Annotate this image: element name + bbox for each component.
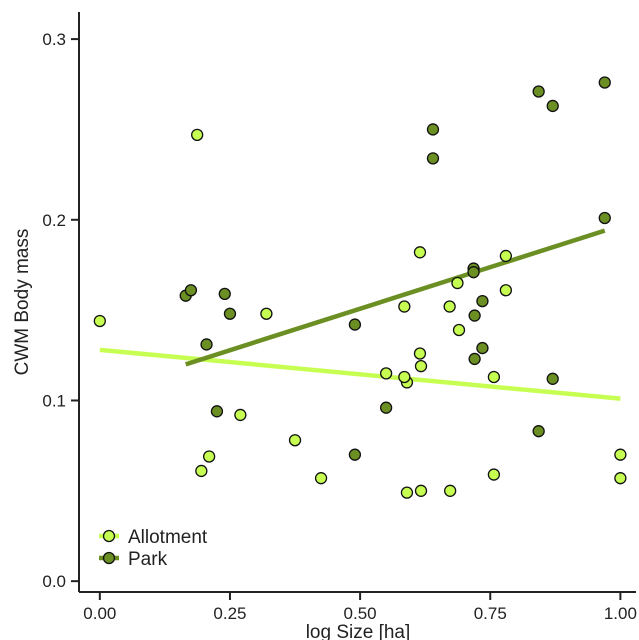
point-allotment xyxy=(191,128,204,142)
point-allotment xyxy=(487,468,501,481)
point-park xyxy=(546,372,559,385)
point-park xyxy=(210,405,224,418)
point-park xyxy=(532,85,545,98)
point-allotment xyxy=(398,300,411,313)
point-allotment xyxy=(398,370,411,384)
point-park xyxy=(184,284,198,297)
point-allotment xyxy=(452,323,466,337)
y-tick-label: 0.2 xyxy=(42,211,66,230)
point-park xyxy=(348,448,362,461)
x-tick-label: 0.25 xyxy=(213,604,246,623)
x-tick-label: 1.00 xyxy=(604,604,637,623)
point-allotment xyxy=(414,359,428,373)
point-allotment xyxy=(614,472,627,485)
point-park xyxy=(348,318,362,331)
point-allotment xyxy=(260,307,273,320)
legend-marker-park xyxy=(102,551,116,565)
x-tick-label: 0.50 xyxy=(344,604,377,623)
point-allotment xyxy=(234,408,247,422)
point-allotment xyxy=(413,347,427,360)
trend-lines xyxy=(99,228,621,401)
point-allotment xyxy=(314,472,328,485)
point-allotment xyxy=(400,486,414,499)
point-park xyxy=(468,352,481,366)
y-tick-label: 0.1 xyxy=(42,391,66,410)
x-tick-label: 0.75 xyxy=(474,604,507,623)
axes: 0.00 0.25 0.50 0.75 1.00 0.0 0.1 0.2 0.3 xyxy=(42,12,637,623)
legend-label-allotment: Allotment xyxy=(128,527,208,548)
point-park xyxy=(218,287,231,301)
data-points xyxy=(93,76,627,499)
point-allotment xyxy=(444,484,457,497)
x-tick-label: 0.00 xyxy=(83,604,116,623)
point-allotment xyxy=(93,314,106,328)
point-park xyxy=(476,294,489,308)
point-park xyxy=(379,401,393,414)
point-allotment xyxy=(195,464,208,478)
y-axis-label: CWM Body mass xyxy=(12,229,33,376)
trend-line-allotment xyxy=(99,347,621,401)
trend-line-park xyxy=(185,228,606,367)
point-allotment xyxy=(413,246,427,259)
point-park xyxy=(546,99,559,113)
y-tick-label: 0.3 xyxy=(42,30,66,49)
point-allotment xyxy=(443,300,456,313)
point-allotment xyxy=(414,484,428,497)
point-allotment xyxy=(288,434,302,447)
legend-label-park: Park xyxy=(128,549,168,570)
y-tick-label: 0.0 xyxy=(42,572,66,591)
point-allotment xyxy=(614,448,627,461)
point-allotment xyxy=(451,276,464,290)
point-allotment xyxy=(499,249,513,263)
point-allotment xyxy=(499,284,513,297)
legend-marker-allotment xyxy=(102,529,116,543)
point-park xyxy=(200,338,213,351)
point-allotment xyxy=(379,367,393,380)
point-park xyxy=(426,152,440,165)
point-park xyxy=(468,309,481,322)
x-axis-label: log Size [ha] xyxy=(306,622,411,640)
point-park xyxy=(467,266,480,279)
point-park xyxy=(532,425,545,438)
point-park xyxy=(598,211,611,225)
point-park xyxy=(598,76,611,89)
point-allotment xyxy=(487,370,501,384)
point-park xyxy=(476,341,489,355)
point-park xyxy=(223,307,237,320)
point-allotment xyxy=(202,450,216,463)
point-park xyxy=(426,123,440,136)
